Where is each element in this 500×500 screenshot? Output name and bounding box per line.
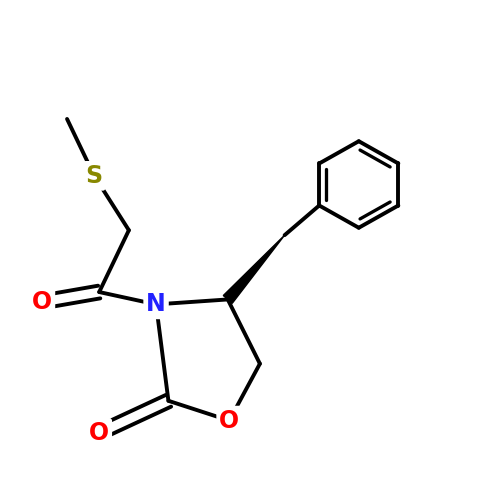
Text: N: N (146, 292, 166, 316)
Text: O: O (89, 421, 110, 445)
Text: O: O (219, 408, 240, 432)
Text: O: O (32, 290, 52, 314)
Text: S: S (86, 164, 103, 188)
Polygon shape (224, 235, 284, 304)
